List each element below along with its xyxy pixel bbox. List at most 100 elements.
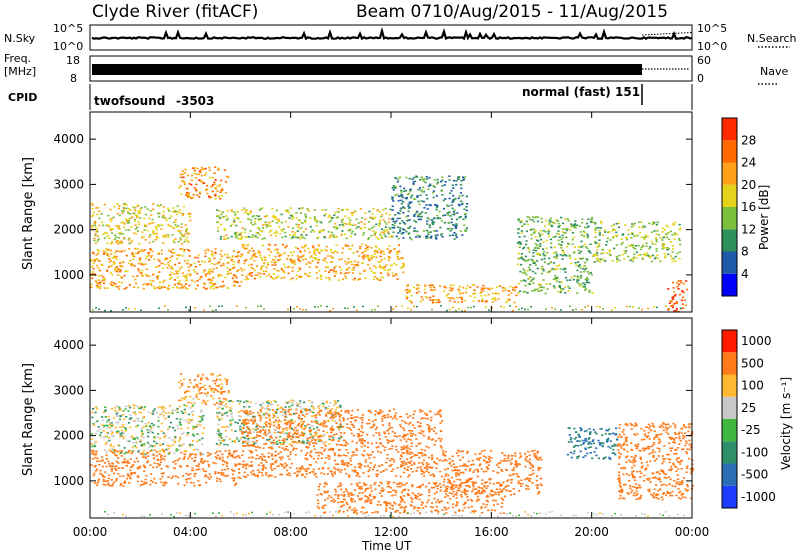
scatter-cell	[313, 230, 316, 233]
scatter-cell	[418, 235, 421, 237]
scatter-cell	[335, 216, 338, 219]
scatter-cell	[264, 423, 268, 426]
scatter-cell	[146, 452, 149, 454]
scatter-cell	[148, 241, 151, 244]
scatter-cell	[115, 250, 118, 252]
scatter-cell	[292, 400, 295, 402]
scatter-cell	[233, 275, 236, 277]
scatter-cell	[218, 397, 221, 400]
scatter-cell	[677, 288, 680, 290]
scatter-cell	[598, 232, 601, 234]
scatter-cell	[99, 285, 102, 288]
scatter-cell	[403, 264, 406, 267]
scatter-cell	[569, 257, 572, 259]
scatter-cell	[452, 306, 454, 309]
scatter-cell	[289, 214, 293, 217]
scatter-cell	[581, 245, 584, 247]
scatter-cell	[95, 421, 98, 423]
scatter-cell	[423, 288, 426, 291]
scatter-cell	[455, 223, 458, 225]
scatter-cell	[294, 441, 297, 443]
scatter-cell	[118, 240, 121, 243]
scatter-cell	[552, 278, 555, 280]
scatter-cell	[90, 438, 94, 440]
scatter-cell	[581, 308, 583, 311]
scatter-cell	[372, 424, 375, 427]
scatter-cell	[667, 231, 670, 234]
scatter-cell	[127, 239, 130, 241]
scatter-cell	[173, 241, 176, 244]
scatter-cell	[117, 457, 120, 459]
scatter-cell	[193, 187, 196, 189]
scatter-cell	[376, 209, 379, 212]
scatter-cell	[113, 255, 116, 257]
scatter-cell	[167, 207, 170, 210]
scatter-cell	[332, 236, 336, 238]
scatter-cell	[458, 177, 461, 180]
scatter-cell	[407, 192, 410, 195]
scatter-cell	[339, 404, 342, 407]
scatter-cell	[237, 455, 240, 457]
scatter-cell	[143, 406, 147, 408]
scatter-cell	[221, 426, 224, 428]
scatter-cell	[372, 434, 375, 437]
scatter-cell	[230, 260, 233, 262]
scatter-cell	[105, 458, 108, 460]
scatter-cell	[117, 232, 120, 235]
scatter-cell	[180, 223, 183, 225]
scatter-cell	[572, 309, 574, 311]
scatter-cell	[378, 223, 381, 225]
scatter-cell	[250, 236, 253, 239]
scatter-cell	[217, 428, 220, 431]
scatter-cell	[620, 243, 623, 246]
scatter-cell	[313, 251, 316, 253]
scatter-cell	[334, 223, 337, 225]
scatter-cell	[187, 193, 190, 196]
scatter-cell	[481, 300, 484, 302]
scatter-cell	[225, 475, 228, 478]
scatter-cell	[446, 309, 448, 312]
scatter-cell	[521, 257, 524, 260]
scatter-cell	[400, 266, 404, 268]
scatter-cell	[386, 416, 389, 419]
scatter-cell	[399, 458, 402, 460]
scatter-cell	[548, 221, 551, 224]
scatter-cell	[509, 285, 512, 288]
scatter-cell	[211, 373, 215, 376]
scatter-cell	[354, 466, 357, 468]
scatter-cell	[233, 441, 236, 443]
scatter-cell	[307, 467, 310, 470]
scatter-cell	[119, 262, 122, 264]
scatter-cell	[221, 456, 224, 459]
scatter-cell	[573, 246, 576, 248]
scatter-cell	[410, 460, 413, 463]
scatter-cell	[561, 237, 564, 239]
scatter-cell	[683, 299, 686, 302]
scatter-cell	[358, 475, 361, 478]
scatter-cell	[435, 195, 438, 197]
scatter-cell	[573, 224, 576, 227]
scatter-cell	[517, 232, 520, 234]
scatter-cell	[109, 445, 112, 447]
scatter-cell	[606, 252, 609, 254]
scatter-cell	[291, 266, 294, 269]
scatter-cell	[317, 457, 320, 460]
scatter-cell	[291, 399, 294, 402]
scatter-cell	[462, 176, 465, 178]
scatter-cell	[448, 175, 451, 177]
scatter-cell	[600, 222, 603, 224]
scatter-cell	[193, 262, 196, 265]
scatter-cell	[656, 221, 659, 224]
scatter-cell	[114, 234, 117, 236]
scatter-cell	[397, 237, 400, 240]
scatter-cell	[542, 250, 546, 253]
scatter-cell	[270, 442, 273, 444]
scatter-cell	[141, 231, 144, 233]
scatter-cell	[678, 239, 681, 242]
scatter-cell	[290, 427, 293, 430]
scatter-cell	[252, 445, 256, 447]
scatter-cell	[632, 246, 635, 249]
scatter-cell	[171, 234, 174, 236]
scatter-cell	[163, 236, 166, 238]
scatter-cell	[459, 292, 462, 295]
